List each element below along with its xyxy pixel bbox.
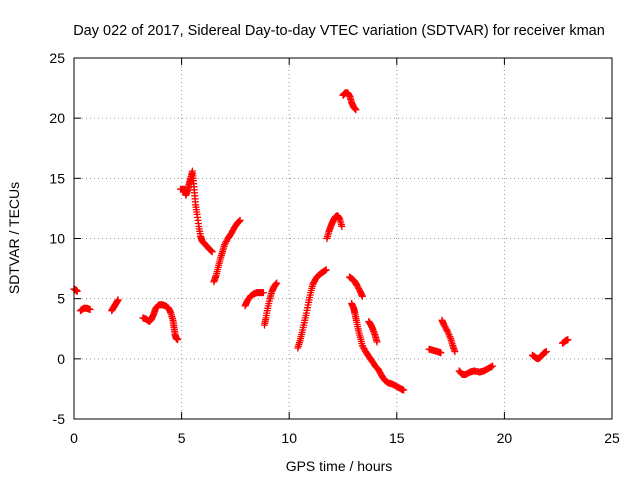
data-point bbox=[542, 348, 550, 356]
y-tick-label: 15 bbox=[49, 170, 65, 186]
data-point bbox=[236, 216, 244, 224]
data-point bbox=[375, 366, 382, 374]
data-point bbox=[355, 284, 363, 292]
data-point bbox=[273, 279, 281, 287]
y-tick-label: 5 bbox=[57, 291, 65, 307]
data-point bbox=[86, 306, 94, 313]
x-tick-label: 5 bbox=[178, 430, 186, 446]
data-point bbox=[564, 336, 572, 344]
y-tick-label: 20 bbox=[49, 110, 65, 126]
y-tick-label: -5 bbox=[53, 411, 66, 427]
x-tick-label: 20 bbox=[497, 430, 513, 446]
data-point bbox=[352, 106, 360, 114]
data-point bbox=[400, 386, 408, 394]
data-points bbox=[70, 89, 572, 394]
data-point bbox=[222, 238, 230, 245]
y-tick-label: 10 bbox=[49, 231, 65, 247]
data-point bbox=[358, 342, 366, 350]
data-point bbox=[359, 343, 367, 351]
grid-lines bbox=[74, 58, 612, 419]
data-point bbox=[227, 230, 235, 238]
data-point bbox=[442, 324, 450, 332]
data-point bbox=[311, 277, 318, 285]
y-axis-label: SDTVAR / TECUs bbox=[6, 182, 22, 294]
data-point bbox=[437, 349, 445, 357]
data-point bbox=[309, 280, 317, 288]
data-point bbox=[338, 223, 346, 230]
data-point bbox=[353, 281, 361, 289]
y-tick-labels: -5 0 5 10 15 20 25 bbox=[49, 50, 65, 427]
data-point bbox=[373, 338, 381, 346]
x-tick-label: 25 bbox=[604, 430, 620, 446]
data-point bbox=[376, 369, 384, 377]
data-point bbox=[451, 348, 459, 356]
data-point bbox=[174, 336, 182, 344]
data-point bbox=[208, 248, 216, 256]
chart-title: Day 022 of 2017, Sidereal Day-to-day VTE… bbox=[73, 23, 605, 39]
x-axis-label: GPS time / hours bbox=[286, 458, 393, 474]
data-point bbox=[73, 287, 81, 295]
data-point bbox=[354, 283, 362, 291]
x-tick-label: 10 bbox=[281, 430, 297, 446]
y-tick-label: 0 bbox=[57, 351, 65, 367]
x-tick-label: 0 bbox=[70, 430, 78, 446]
data-point bbox=[322, 266, 330, 274]
data-point bbox=[228, 228, 236, 236]
data-point bbox=[489, 362, 497, 370]
x-tick-labels: 0 5 10 15 20 25 bbox=[70, 430, 620, 446]
data-point bbox=[360, 345, 368, 353]
data-point bbox=[441, 323, 449, 331]
data-point bbox=[310, 279, 318, 287]
data-point bbox=[229, 227, 237, 235]
data-point bbox=[114, 296, 122, 304]
x-tick-label: 15 bbox=[389, 430, 405, 446]
data-point bbox=[259, 289, 267, 297]
axis-ticks bbox=[73, 57, 613, 420]
y-tick-label: 25 bbox=[49, 50, 65, 66]
data-point bbox=[443, 326, 451, 334]
data-point bbox=[358, 292, 366, 300]
data-point bbox=[375, 367, 383, 375]
